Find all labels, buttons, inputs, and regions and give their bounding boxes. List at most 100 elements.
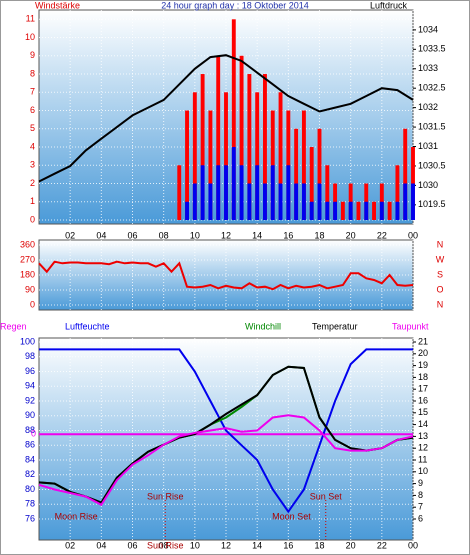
wind-bar [278, 183, 283, 220]
wind-bar [247, 74, 252, 220]
y2-tick-label: 19 [418, 360, 428, 370]
y2-tick-label: 20 [418, 348, 428, 358]
y-tick-label: 1 [30, 196, 35, 206]
y-tick-label: 76 [25, 513, 35, 523]
wind-bar [403, 128, 408, 220]
y-tick-label: 92 [25, 395, 35, 405]
wind-bar [372, 201, 376, 220]
wind-bar [185, 201, 189, 220]
x-tick-label: 16 [283, 540, 293, 550]
y-tick-label: 9 [30, 50, 35, 60]
y2-tick-label: 1030 [418, 180, 438, 190]
x-tick-label: 12 [221, 230, 231, 240]
x-tick-label: 16 [283, 230, 293, 240]
x-tick-label: 10 [190, 540, 200, 550]
wind-bar [224, 92, 228, 220]
wind-bar [411, 183, 415, 220]
wind-bar [301, 183, 306, 220]
y-tick-label: 0 [30, 299, 35, 309]
y-tick-label: 4 [30, 141, 35, 151]
footer-label: Sun Rise [147, 540, 184, 550]
y2-tick-label: 1030.5 [418, 160, 446, 170]
wind-bar [270, 165, 275, 220]
x-tick-label: 06 [127, 540, 137, 550]
y-tick-label: 180 [20, 269, 35, 279]
direction-label: W [436, 254, 445, 264]
legend-entry: Windchill [245, 321, 281, 331]
x-tick-label: 22 [377, 540, 387, 550]
wind-bar [192, 92, 197, 220]
direction-label: N [437, 299, 444, 309]
y-tick-label: 7 [30, 87, 35, 97]
wind-bar [247, 183, 252, 220]
event-label: Moon Set [272, 511, 311, 521]
y-tick-label: 98 [25, 351, 35, 361]
y-tick-label: 78 [25, 499, 35, 509]
wind-bar [395, 201, 400, 220]
direction-label: N [437, 239, 444, 249]
y2-tick-label: 1033.5 [418, 44, 446, 54]
y2-tick-label: 11 [418, 454, 427, 464]
x-tick-label: 00 [408, 230, 418, 240]
x-tick-label: 00 [408, 540, 418, 550]
y2-tick-label: 1031.5 [418, 121, 446, 131]
series-line [38, 365, 414, 504]
y-tick-label: 6 [30, 105, 35, 115]
direction-label: S [437, 269, 443, 279]
y-tick-label: 3 [30, 160, 35, 170]
wind-bar [317, 128, 322, 220]
wind-bar [294, 183, 299, 220]
wind-bar [301, 110, 306, 220]
wind-bar [348, 201, 353, 220]
y-tick-label: 10 [25, 32, 35, 42]
y2-tick-label: 18 [418, 372, 428, 382]
y2-tick-label: 1033 [418, 63, 438, 73]
y2-tick-label: 1032 [418, 102, 438, 112]
y2-tick-label: 7 [418, 502, 423, 512]
x-tick-label: 08 [159, 540, 169, 550]
legend-entry: Taupunkt [392, 321, 429, 331]
wind-bar [379, 201, 384, 220]
x-tick-label: 22 [377, 230, 387, 240]
event-label: Moon Rise [55, 511, 98, 521]
x-tick-label: 14 [252, 230, 262, 240]
wind-bar [403, 183, 408, 220]
direction-label: O [436, 284, 443, 294]
wind-bar [185, 110, 189, 220]
x-tick-label: 02 [65, 540, 75, 550]
legend-entry: Luftfeuchte [65, 321, 110, 331]
y3-tick-label: 0 [31, 429, 36, 439]
y-tick-label: 84 [25, 454, 35, 464]
wind-bar [231, 19, 236, 220]
wind-bar [200, 74, 205, 220]
y2-tick-label: 15 [418, 407, 428, 417]
y-tick-label: 94 [25, 381, 35, 391]
y-tick-label: 270 [20, 254, 35, 264]
y-tick-label: 88 [25, 425, 35, 435]
wind-bar [255, 92, 260, 220]
event-label: Sun Rise [147, 491, 184, 501]
wind-bar [333, 201, 338, 220]
series-line [38, 54, 414, 183]
y-tick-label: 0 [30, 214, 35, 224]
x-tick-label: 12 [221, 540, 231, 550]
legend-entry: Temperatur [312, 321, 358, 331]
y-tick-label: 86 [25, 440, 35, 450]
y-tick-label: 360 [20, 239, 35, 249]
series-line [38, 414, 414, 507]
wind-bar [239, 165, 244, 220]
y-tick-label: 2 [30, 178, 35, 188]
wind-bar [286, 165, 291, 220]
x-tick-label: 04 [96, 540, 106, 550]
y2-tick-label: 21 [418, 336, 428, 346]
y-tick-label: 100 [20, 336, 35, 346]
x-tick-label: 18 [314, 230, 324, 240]
y-tick-label: 5 [30, 123, 35, 133]
x-tick-label: 10 [190, 230, 200, 240]
x-tick-label: 14 [252, 540, 262, 550]
y-tick-label: 82 [25, 469, 35, 479]
wind-bar [216, 55, 221, 220]
wind-bar [364, 201, 369, 220]
wind-bar [231, 147, 236, 220]
x-tick-label: 02 [65, 230, 75, 240]
